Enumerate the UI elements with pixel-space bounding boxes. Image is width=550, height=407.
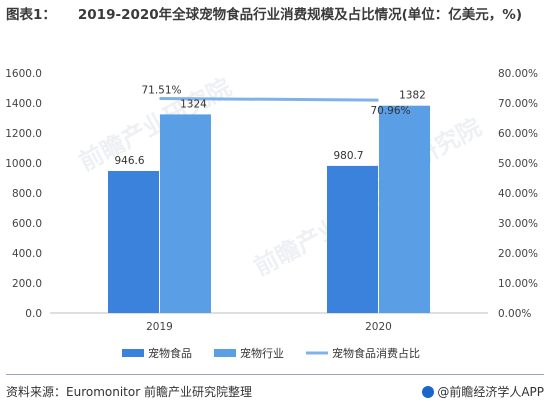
bar-value-label: 1324 bbox=[180, 98, 207, 110]
y2-tick-label: 60.00% bbox=[498, 128, 538, 140]
x-axis: 2019 2020 bbox=[146, 321, 392, 333]
y-tick-label: 1200.0 bbox=[5, 128, 42, 140]
chart-title: 图表1： 2019-2020年全球宠物食品行业消费规模及占比情况(单位：亿美元，… bbox=[6, 6, 544, 25]
source-text: 资料来源：Euromonitor 前瞻产业研究院整理 bbox=[6, 385, 252, 399]
legend-label: 宠物食品消费占比 bbox=[332, 346, 420, 360]
legend-swatch bbox=[122, 349, 144, 357]
share-line-path bbox=[159, 96, 379, 102]
bar-pet-food bbox=[108, 171, 159, 313]
title-lead: 图表1： bbox=[6, 7, 56, 23]
y2-tick-label: 40.00% bbox=[498, 188, 538, 200]
bar-value-label: 946.6 bbox=[114, 155, 144, 167]
y2-tick-label: 20.00% bbox=[498, 248, 538, 260]
brand-logo-icon bbox=[422, 386, 435, 398]
y-tick-label: 1000.0 bbox=[5, 158, 42, 170]
legend-swatch bbox=[214, 349, 236, 357]
y2-tick-label: 10.00% bbox=[498, 278, 538, 290]
bars bbox=[108, 105, 430, 314]
title-text: 2019-2020年全球宠物食品行业消费规模及占比情况(单位：亿美元，%) bbox=[77, 7, 523, 23]
legend-label: 宠物食品 bbox=[148, 346, 192, 360]
y2-tick-label: 0.00% bbox=[498, 308, 531, 320]
bar-value-label: 1382 bbox=[399, 90, 426, 102]
chart-svg: 0.0 200.0 400.0 600.0 800.0 1000.0 1200.0 1400.… bbox=[5, 68, 538, 360]
y-axis-left: 0.0 200.0 400.0 600.0 800.0 1000.0 1200.0 1400.… bbox=[5, 68, 42, 320]
bar-pet-industry bbox=[160, 114, 211, 314]
y-tick-label: 400.0 bbox=[12, 248, 42, 260]
y2-tick-label: 80.00% bbox=[498, 68, 538, 80]
footer-divider bbox=[6, 374, 544, 375]
share-line bbox=[159, 96, 379, 102]
x-tick-label: 2019 bbox=[146, 321, 173, 333]
bar-pet-food bbox=[327, 165, 378, 313]
brand: @前瞻经济学人APP bbox=[422, 383, 544, 400]
y2-tick-label: 50.00% bbox=[498, 158, 538, 170]
y-tick-label: 800.0 bbox=[12, 188, 42, 200]
y2-tick-label: 70.00% bbox=[498, 98, 538, 110]
x-tick-label: 2020 bbox=[365, 321, 392, 333]
data-labels: 946.6 1324 980.7 1382 71.51% 70.96% bbox=[114, 84, 425, 167]
y-tick-label: 0.0 bbox=[25, 308, 42, 320]
y-tick-label: 1400.0 bbox=[5, 98, 42, 110]
share-value-label: 70.96% bbox=[370, 105, 410, 117]
y2-tick-label: 30.00% bbox=[498, 218, 538, 230]
footer: 资料来源：Euromonitor 前瞻产业研究院整理 @前瞻经济学人APP bbox=[6, 380, 544, 402]
bar-value-label: 980.7 bbox=[333, 150, 363, 162]
y-tick-label: 600.0 bbox=[12, 218, 42, 230]
y-tick-label: 200.0 bbox=[12, 278, 42, 290]
y-axis-right: 0.00% 10.00% 20.00% 30.00% 40.00% 50.00% 60.00… bbox=[498, 68, 538, 320]
legend: 宠物食品 宠物行业 宠物食品消费占比 bbox=[122, 346, 420, 360]
bar-pet-industry bbox=[379, 105, 430, 313]
y-tick-label: 1600.0 bbox=[5, 68, 42, 80]
share-value-label: 71.51% bbox=[141, 84, 181, 96]
brand-text: @前瞻经济学人APP bbox=[437, 385, 544, 399]
legend-label: 宠物行业 bbox=[240, 346, 284, 360]
